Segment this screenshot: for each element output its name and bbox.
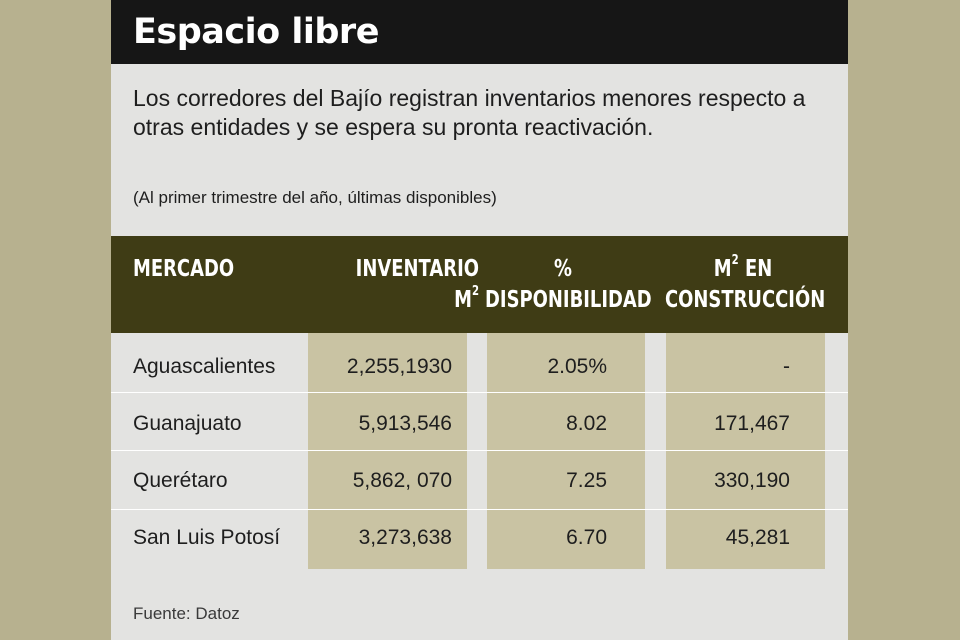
row-divider <box>111 509 848 510</box>
row-divider <box>111 392 848 393</box>
header-construction: M2 EN CONSTRUCCIÓN <box>665 253 826 314</box>
table-header <box>111 236 848 333</box>
date-note: (Al primer trimestre del año, últimas di… <box>133 188 497 207</box>
header-availability: % DISPONIBILIDAD <box>485 256 652 313</box>
cell-inventory: 2,255,1930 <box>346 355 452 378</box>
cell-availability: 2.05% <box>547 355 607 378</box>
cell-construction: 330,190 <box>714 469 790 492</box>
cell-inventory: 5,913,546 <box>358 412 452 435</box>
header-market: MERCADO <box>133 256 235 282</box>
construction-column-fill <box>666 333 825 569</box>
header-inventory: INVENTARIO M2 <box>355 256 479 313</box>
cell-market: Querétaro <box>133 469 228 492</box>
availability-column-fill <box>487 333 645 569</box>
cell-availability: 6.70 <box>566 526 607 549</box>
cell-construction: - <box>783 355 790 378</box>
cell-market: San Luis Potosí <box>133 526 281 549</box>
source-note: Fuente: Datoz <box>133 604 240 623</box>
subtitle: Los corredores del Bajío registran inven… <box>133 85 806 140</box>
inventory-column-fill <box>308 333 467 569</box>
cell-market: Guanajuato <box>133 412 242 435</box>
title-bar: Espacio libre <box>111 0 848 64</box>
cell-availability: 7.25 <box>566 469 607 492</box>
row-divider <box>111 450 848 451</box>
cell-construction: 45,281 <box>725 526 790 549</box>
cell-construction: 171,467 <box>714 412 790 435</box>
cell-inventory: 5,862, 070 <box>352 469 452 492</box>
cell-availability: 8.02 <box>566 412 607 435</box>
cell-market: Aguascalientes <box>133 355 276 378</box>
infographic-card: Espacio libre Los corredores del Bajío r… <box>111 0 848 640</box>
page-title: Espacio libre <box>133 12 379 52</box>
cell-inventory: 3,273,638 <box>358 526 452 549</box>
